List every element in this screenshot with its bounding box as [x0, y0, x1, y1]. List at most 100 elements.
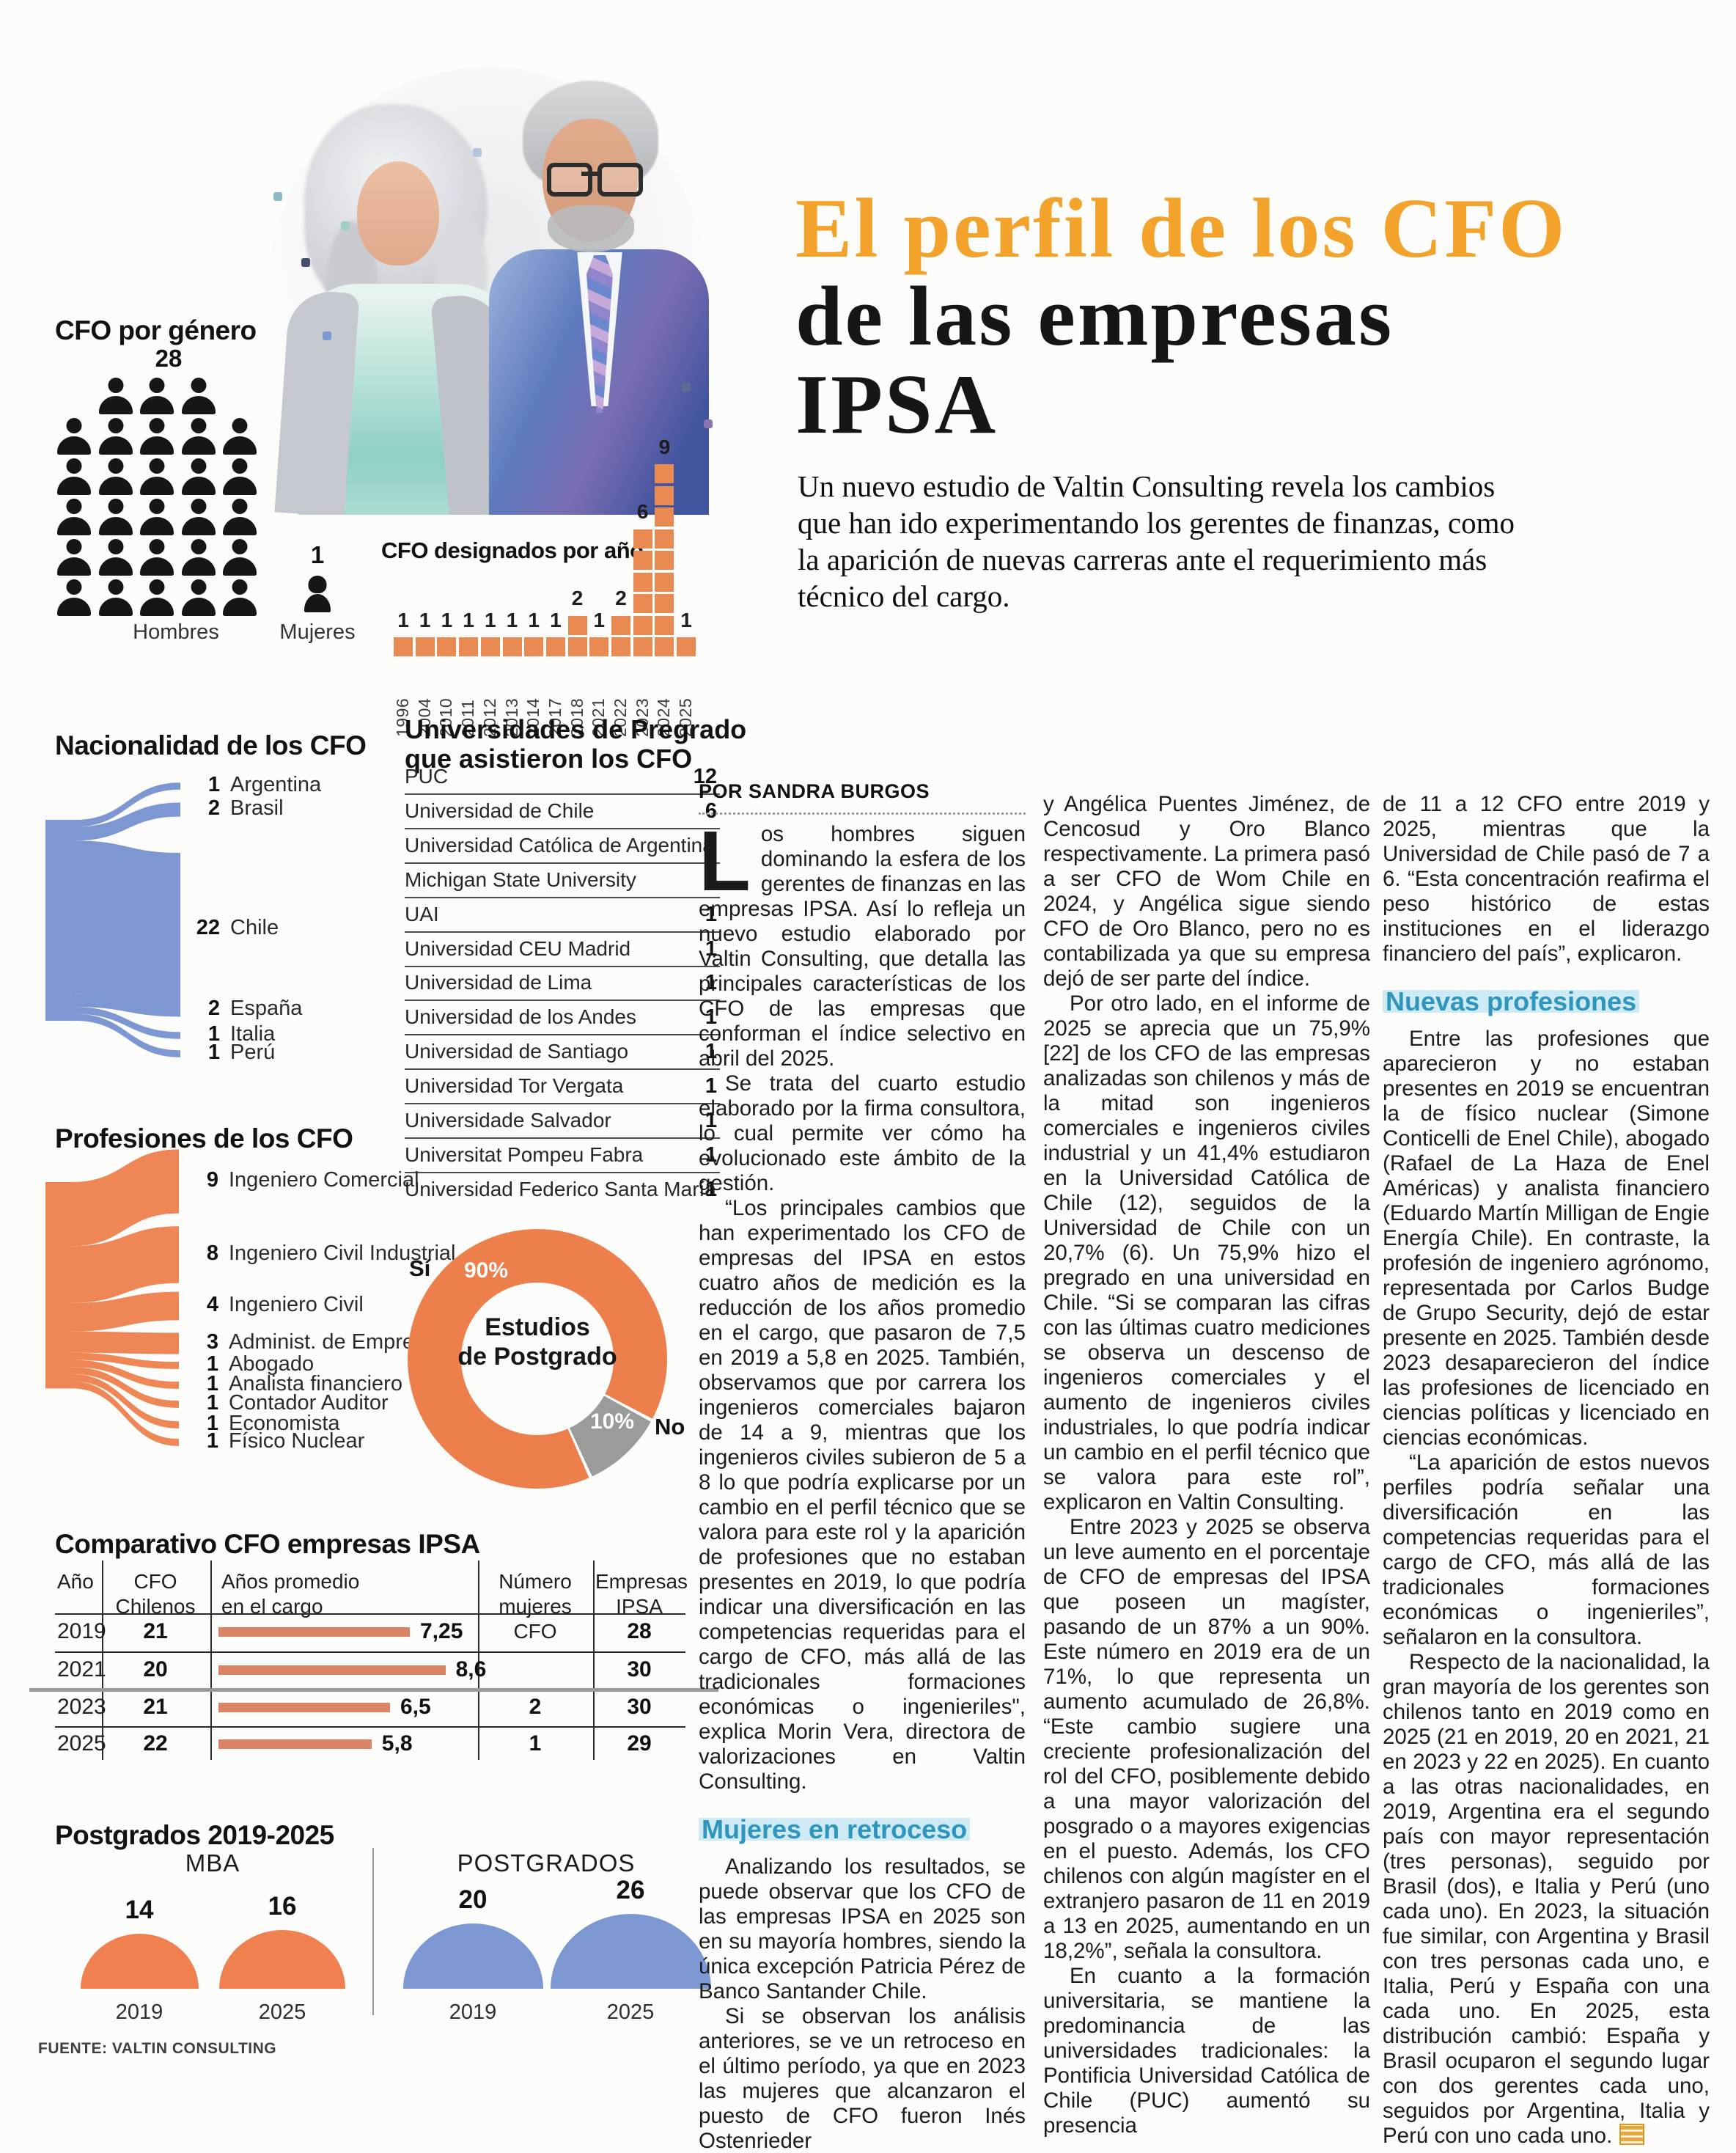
postgrado-donut-chart: [408, 1229, 667, 1489]
comparativo-cell: 21: [143, 1695, 168, 1719]
intro-paragraph: Un nuevo estudio de Valtin Consulting re…: [798, 469, 1515, 613]
sankey-item-value: 4: [206, 1293, 218, 1316]
comparativo-cell: 22: [143, 1731, 168, 1756]
table-vrule: [478, 1560, 479, 1760]
article-column-3: de 11 a 12 CFO entre 2019 y 2025, mientr…: [1383, 792, 1710, 2148]
sankey-flow: [75, 1013, 180, 1057]
article-paragraph: Por otro lado, en el informe de 2025 se …: [1043, 991, 1370, 1514]
sankey-item-label: 1 Economista: [186, 1412, 340, 1436]
article-paragraph: “La aparición de estos nuevos perfiles p…: [1383, 1450, 1710, 1649]
bar-square: [633, 551, 652, 570]
sankey-item-value: 1: [206, 1372, 218, 1395]
bar-value-label: 1: [550, 608, 562, 631]
dome-year-label: 2025: [606, 2000, 655, 2024]
donut-no-pct: 10%: [590, 1409, 635, 1434]
dome-year-label: 2019: [449, 2000, 497, 2024]
nacionalidad-title: Nacionalidad de los CFO: [55, 730, 367, 760]
confetti-dot: [301, 258, 310, 267]
male-person-icon: [56, 539, 92, 576]
confetti-dot: [273, 192, 282, 201]
sankey-item-value: 3: [206, 1330, 218, 1354]
bar-value-label: 2: [571, 587, 584, 609]
dome-value-label: 20: [458, 1885, 488, 1914]
university-name: Universidad Tor Vergata: [405, 1074, 624, 1098]
bar-square: [437, 637, 457, 656]
bar-square: [502, 637, 522, 656]
bar-square: [567, 637, 587, 656]
bar-square: [633, 615, 652, 635]
university-count: 1: [705, 1142, 717, 1167]
male-person-icon: [98, 418, 133, 455]
sankey-flow: [71, 1367, 179, 1408]
bar-square: [633, 572, 652, 592]
university-name: Universitat Pompeu Fabra: [405, 1142, 644, 1166]
article-paragraph: Entre 2023 y 2025 se observa un leve aum…: [1043, 1515, 1370, 1963]
group-label-postgrados: POSTGRADOS: [457, 1849, 636, 1877]
male-person-icon: [181, 499, 216, 535]
sankey-flow: [75, 782, 180, 827]
confetti-dot: [323, 331, 331, 340]
sankey-source-bar: [45, 1182, 71, 1389]
dome-value-label: 14: [125, 1896, 154, 1924]
man-beard: [548, 205, 634, 252]
bar-square: [633, 637, 652, 656]
bar-value-label: 1: [680, 608, 692, 631]
comparativo-cell: 20: [143, 1657, 168, 1681]
university-count: 1: [705, 1040, 717, 1064]
male-person-icon: [98, 539, 133, 576]
university-name: Universidad de los Andes: [405, 1005, 636, 1029]
postgrados-title: Postgrados 2019-2025: [55, 1820, 334, 1850]
article-paragraph: Analizando los resultados, se puede obse…: [699, 1855, 1026, 2003]
bar-square: [567, 615, 587, 635]
header-empresas-line2: IPSA: [616, 1595, 663, 1618]
article-paragraph: Respecto de la nacionalidad, la gran may…: [1383, 1650, 1710, 2148]
comparativo-title: Comparativo CFO empresas IPSA: [55, 1529, 480, 1559]
comparativo-bar: [218, 1739, 372, 1749]
article-paragraph: de 11 a 12 CFO entre 2019 y 2025, mientr…: [1383, 792, 1710, 966]
section-subhead-text: Nuevas profesiones: [1383, 986, 1640, 1016]
sankey-item-label: 2 Brasil: [188, 796, 284, 821]
sankey-item-value: 1: [207, 1022, 220, 1046]
dome-year-label: 2019: [115, 2000, 163, 2024]
sankey-item-label: 1 Analista financiero: [186, 1372, 402, 1396]
dome-year-label: 2025: [258, 2000, 306, 2024]
university-row: PUC 12: [405, 760, 720, 795]
university-count: 6: [705, 799, 717, 823]
university-name: Michigan State University: [405, 868, 636, 891]
university-count: 1: [705, 936, 717, 961]
women-count: 1: [310, 541, 325, 568]
sankey-flow: [75, 1007, 180, 1039]
male-person-icon: [181, 378, 216, 414]
male-person-icon: [139, 499, 174, 535]
sankey-flow: [71, 1331, 179, 1354]
donut-yes-pct: 90%: [464, 1258, 509, 1283]
men-count: 28: [155, 345, 183, 372]
university-name: Universidad Federico Santa María: [405, 1177, 716, 1200]
sankey-flow: [71, 1360, 179, 1389]
bar-square: [394, 637, 413, 656]
article-paragraph: Si se observan los análisis anteriores, …: [699, 2004, 1026, 2153]
designados-chart-title: CFO designados por año: [381, 538, 644, 563]
sankey-item-label: 1 Contador Auditor: [186, 1391, 389, 1415]
male-person-icon: [56, 458, 92, 495]
bar-value-label: 1: [593, 608, 606, 631]
donut-no-label: No: [655, 1414, 685, 1439]
postgrados-divider: [372, 1848, 374, 2015]
header-mujeres: Número mujeres CFO: [480, 1569, 590, 1644]
university-count: 1: [705, 971, 717, 995]
section-subhead: Mujeres en retroceso: [699, 1813, 1026, 1846]
university-row: Universidad CEU Madrid 1: [405, 932, 720, 967]
university-name: Universidad CEU Madrid: [405, 936, 631, 960]
comparativo-bar: [218, 1665, 446, 1675]
article-paragraph: Entre las profesiones que aparecieron y …: [1383, 1027, 1710, 1450]
university-count: 1: [705, 902, 717, 926]
male-person-icon: [222, 418, 257, 455]
women-label: Mujeres: [279, 620, 356, 644]
male-person-icon: [139, 539, 174, 576]
bar-square: [655, 615, 674, 635]
university-row: Universidad de Lima 1: [405, 966, 720, 1002]
bar-square: [589, 637, 609, 656]
bar-square: [480, 637, 500, 656]
bar-value-label: 1: [419, 608, 431, 631]
